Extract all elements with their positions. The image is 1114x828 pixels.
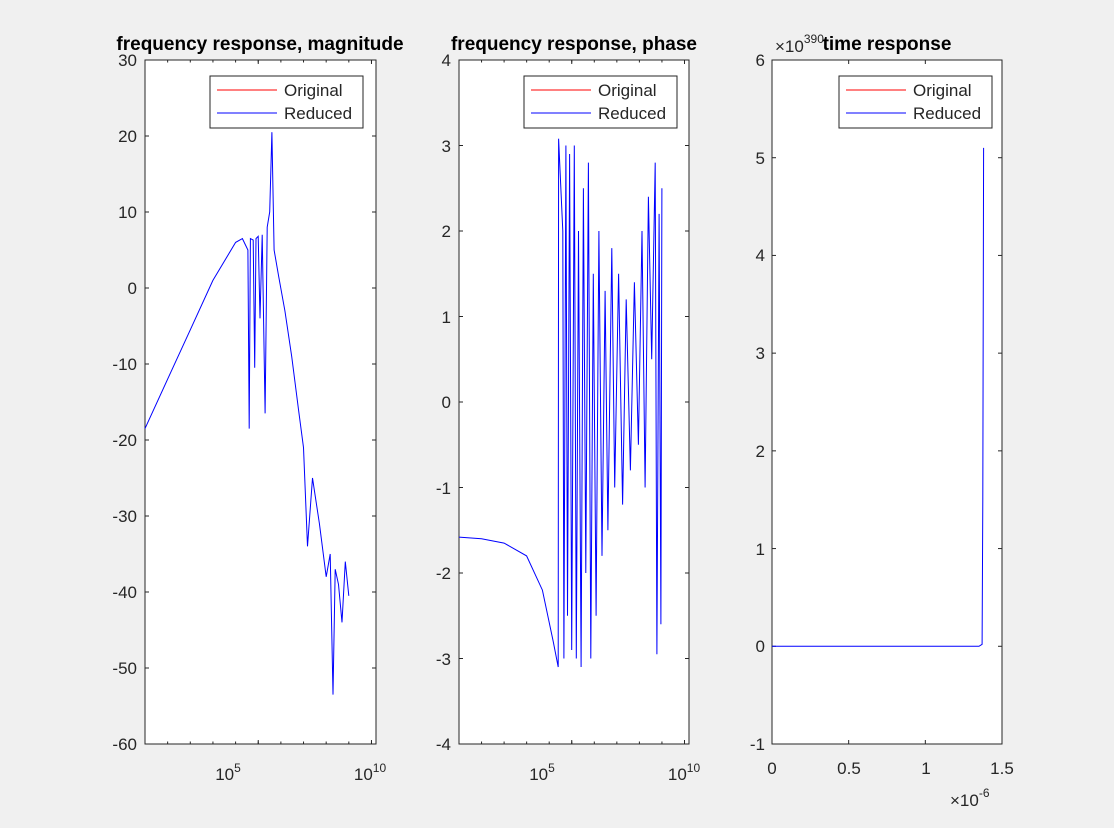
axes-magnitude-background[interactable] [144,59,377,745]
legend-reduced-label: Reduced [913,104,981,123]
y-tick-label: 0 [128,279,137,298]
y-tick-label: -10 [112,355,137,374]
legend-phase[interactable]: Original Reduced [523,75,678,129]
axes-phase-lines [458,138,663,668]
y-tick-label: 6 [756,51,765,70]
series-line-reduced [144,132,350,695]
legend-reduced-label: Reduced [284,104,352,123]
y-tick-label: -2 [436,564,451,583]
axes-phase-ticks [459,59,689,745]
y-tick-label: 30 [118,51,137,70]
y-tick-label: -40 [112,583,137,602]
legend-original-label: Original [598,81,657,100]
axes-phase-title: frequency response, phase [451,34,697,55]
y-tick-label: -1 [436,479,451,498]
y-tick-label: 10 [118,203,137,222]
subplot-phase: frequency response, phase -4 -3 -2 -1 0 … [436,34,701,784]
y-tick-label: 1 [442,308,451,327]
y-tick-label: 4 [756,246,765,265]
y-tick-label: 2 [756,442,765,461]
x-tick-label: 1010 [668,761,701,784]
axes-time-background[interactable] [771,59,1003,745]
y-tick-label: 0 [756,637,765,656]
y-tick-label: 2 [442,222,451,241]
y-tick-label: 0 [442,393,451,412]
x-tick-label: 1 [921,759,930,778]
x-tick-label: 0.5 [837,759,861,778]
axes-time-ticks [771,59,1003,745]
legend-reduced-label: Reduced [598,104,666,123]
axes-magnitude-ticks [145,59,376,745]
y-tick-label: 4 [442,51,451,70]
x-tick-label: 0 [767,759,776,778]
subplot-time: time response ×10390 -1 0 1 2 3 4 5 6 0 … [750,32,1014,810]
x-tick-label: 105 [215,761,241,784]
series-line-reduced [458,138,663,668]
legend-magnitude[interactable]: Original Reduced [209,75,364,129]
y-tick-label: 20 [118,127,137,146]
axes-magnitude-title: frequency response, magnitude [116,34,403,55]
y-tick-label: -3 [436,650,451,669]
y-tick-label: 3 [756,344,765,363]
y-tick-label: -4 [436,735,451,754]
axes-time-title: time response [823,34,952,55]
x-tick-label: 105 [529,761,555,784]
y-tick-label: -60 [112,735,137,754]
x-exponent-label: ×10-6 [950,786,990,810]
y-tick-label: -30 [112,507,137,526]
legend-time[interactable]: Original Reduced [838,75,993,129]
y-tick-label: -50 [112,659,137,678]
y-tick-label: -20 [112,431,137,450]
y-tick-label: -1 [750,735,765,754]
y-tick-label: 3 [442,137,451,156]
series-line-reduced [772,147,985,647]
y-tick-label: 5 [756,149,765,168]
axes-magnitude-lines [144,132,350,695]
x-tick-label: 1.5 [990,759,1014,778]
legend-original-label: Original [913,81,972,100]
subplot-magnitude: frequency response, magnitude -60 -50 -4… [112,34,403,784]
y-exponent-label: ×10390 [775,32,824,56]
x-tick-label: 1010 [354,761,387,784]
y-tick-label: 1 [756,540,765,559]
legend-original-label: Original [284,81,343,100]
axes-time-lines [772,147,985,647]
